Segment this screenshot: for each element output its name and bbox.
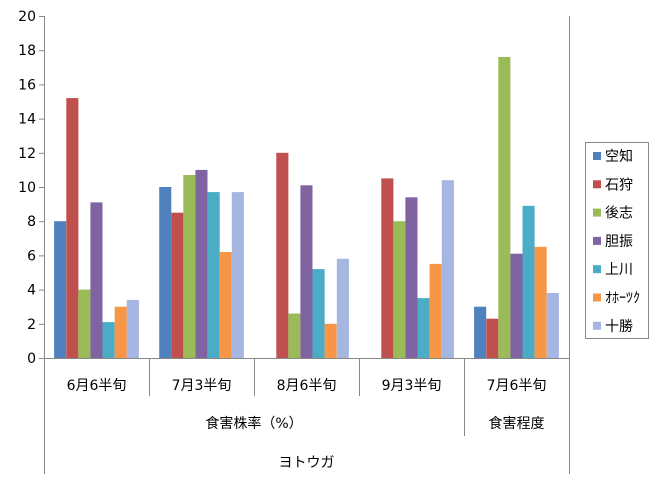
- bar-5-1: [102, 322, 115, 358]
- bar-7-4: [441, 180, 454, 358]
- y-tick-label: 12: [18, 146, 36, 162]
- bar-7-5: [546, 293, 559, 358]
- bar-4-1: [90, 202, 103, 358]
- bar-7-3: [336, 258, 349, 358]
- bar-3-4: [393, 221, 406, 358]
- bar-3-3: [288, 313, 301, 358]
- bar-6-5: [534, 246, 547, 358]
- bar-6-1: [114, 306, 127, 358]
- bar-3-5: [498, 57, 511, 358]
- legend-swatch: [593, 208, 601, 217]
- bar-2-5: [486, 318, 499, 358]
- bar-2-2: [171, 212, 184, 358]
- bar-7-1: [126, 299, 139, 358]
- bar-1-5: [474, 306, 487, 358]
- bar-2-1: [66, 98, 79, 358]
- legend-box: [585, 142, 649, 339]
- bar-7-2: [231, 192, 244, 358]
- y-tick-label: 6: [27, 248, 36, 264]
- bar-5-2: [207, 192, 220, 358]
- legend-label: 上川: [605, 262, 633, 278]
- bar-3-2: [183, 175, 196, 358]
- bar-5-5: [522, 205, 535, 358]
- bar-4-5: [510, 253, 523, 358]
- group-label: 食害程度: [489, 415, 545, 432]
- category-label: 7月6半旬: [487, 378, 547, 394]
- y-tick-label: 20: [18, 9, 36, 25]
- y-tick-label: 14: [18, 112, 36, 128]
- bar-6-2: [219, 252, 232, 358]
- legend-swatch: [593, 152, 601, 160]
- y-tick-label: 4: [27, 283, 36, 299]
- bar-4-3: [300, 185, 313, 358]
- legend-label: 空知: [605, 148, 633, 165]
- y-tick-label: 10: [18, 180, 36, 196]
- legend-label: 十勝: [605, 319, 633, 335]
- legend-swatch: [593, 293, 601, 302]
- bar-5-3: [312, 269, 325, 358]
- y-tick-label: 18: [18, 43, 36, 59]
- bar-1-1: [54, 221, 67, 358]
- y-tick-labels: 0 2 4 6 8 10 12 14 16 18 20: [18, 9, 36, 367]
- y-tick-label: 16: [18, 77, 36, 93]
- legend-label: 胆振: [605, 234, 633, 250]
- bar-4-4: [405, 197, 418, 358]
- bars-layer: [54, 57, 559, 358]
- legend-swatch: [593, 180, 601, 189]
- bar-5-4: [417, 298, 430, 358]
- category-label: 7月3半旬: [172, 378, 232, 394]
- category-label: 9月3半旬: [382, 378, 442, 394]
- legend-label: 後志: [605, 206, 633, 222]
- y-tick-label: 0: [27, 351, 36, 367]
- bar-6-4: [429, 263, 442, 358]
- bar-2-4: [381, 178, 394, 358]
- bar-2-3: [276, 152, 289, 358]
- category-label: 8月6半旬: [277, 378, 337, 394]
- bar-1-2: [159, 187, 172, 358]
- top-group-label: ヨトウガ: [279, 455, 335, 471]
- bar-3-1: [78, 289, 91, 358]
- legend-swatch: [593, 236, 601, 245]
- bar-4-2: [195, 169, 208, 358]
- legend-swatch: [593, 321, 601, 330]
- category-label: 6月6半旬: [67, 378, 127, 394]
- group-label: 食害株率（%）: [205, 415, 302, 432]
- legend-swatch: [593, 265, 601, 274]
- legend-label: ｵﾎｰﾂｸ: [605, 291, 640, 307]
- legend-label: 石狩: [605, 177, 633, 193]
- axes-layer: [39, 16, 570, 474]
- bar-6-3: [324, 323, 337, 358]
- y-tick-label: 2: [27, 317, 36, 333]
- y-tick-label: 8: [27, 214, 36, 230]
